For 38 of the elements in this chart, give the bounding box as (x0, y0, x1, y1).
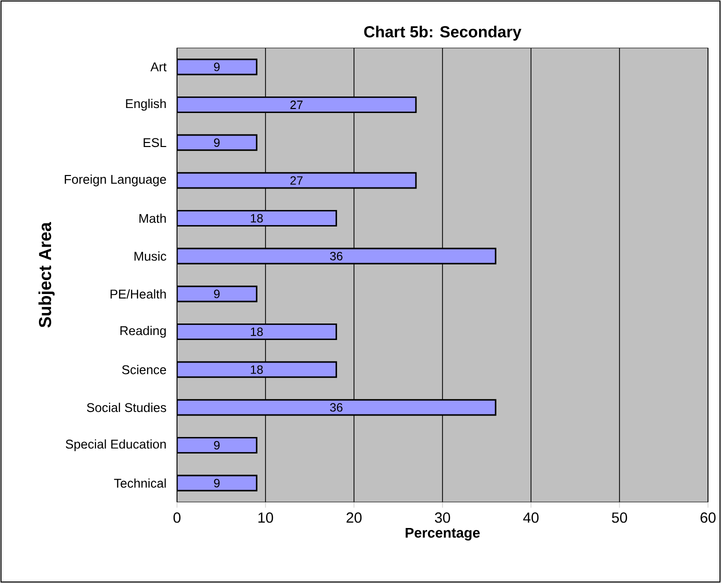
y-tick-label: English (126, 98, 166, 111)
x-tick-label: 30 (434, 512, 450, 523)
data-label: 18 (250, 365, 263, 374)
y-tick-label: ESL (144, 138, 166, 148)
x-axis-title: Percentage (406, 528, 480, 541)
data-label: 18 (250, 214, 263, 223)
y-tick-label: Music (134, 251, 166, 261)
data-label: 36 (330, 403, 342, 412)
bar (177, 172, 417, 189)
y-tick-label: Math (139, 214, 166, 223)
y-tick-label: Technical (114, 478, 166, 488)
y-tick-label: Social Studies (86, 402, 166, 412)
x-tick-label: 40 (523, 512, 539, 523)
data-label: 18 (250, 328, 263, 336)
y-tick-label: Reading (120, 326, 166, 338)
x-tick-label: 50 (612, 512, 628, 523)
data-label: 9 (214, 441, 220, 450)
y-tick-label: Special Education (66, 439, 166, 452)
data-label: 27 (290, 100, 303, 109)
y-tick-label: Science (122, 364, 166, 374)
x-tick-label: 10 (258, 512, 274, 523)
data-label: 36 (330, 252, 342, 260)
y-tick-label: Art (150, 62, 167, 72)
data-label: 9 (214, 138, 220, 147)
data-label: 27 (290, 176, 303, 185)
chart-title: Chart 5b: Secondary (364, 26, 522, 41)
x-tick-label: 20 (346, 512, 362, 523)
bar (177, 58, 258, 76)
y-tick-label: Foreign Language (64, 174, 166, 186)
y-tick-label: PE/Health (110, 289, 166, 299)
x-tick-label: 60 (700, 512, 716, 523)
data-label: 9 (214, 478, 220, 488)
y-axis-title: Subject Area (38, 222, 55, 328)
x-tick-label: 0 (173, 512, 180, 523)
bar (177, 399, 496, 416)
data-label: 9 (214, 290, 220, 298)
bar (177, 286, 258, 302)
data-label: 9 (214, 62, 220, 72)
